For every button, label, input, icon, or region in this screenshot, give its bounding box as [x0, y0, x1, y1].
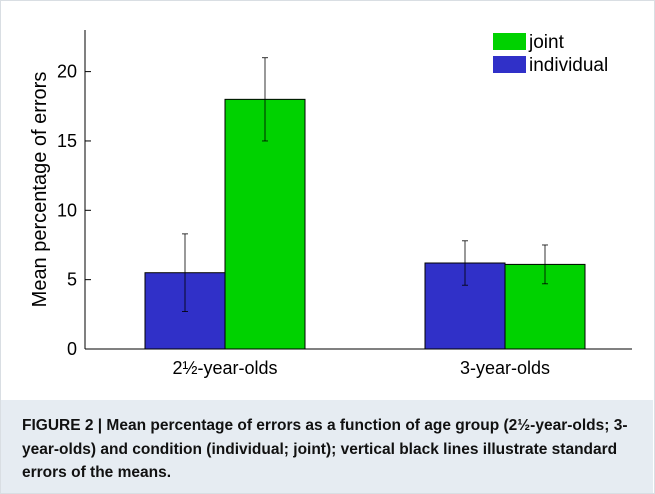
- y-tick-label: 10: [57, 200, 77, 220]
- caption-band: [1, 400, 653, 493]
- bar-joint-0: [224, 98, 306, 350]
- legend-swatch-joint: [493, 33, 526, 50]
- y-tick-label: 5: [67, 270, 77, 290]
- x-tick-label: 3-year-olds: [460, 358, 550, 378]
- error-bars: [182, 57, 548, 312]
- legend-label-joint: joint: [528, 32, 565, 53]
- y-tick-label: 15: [57, 131, 77, 151]
- legend-label-individual: individual: [529, 55, 608, 76]
- bars: [144, 98, 586, 350]
- y-tick-label: 20: [57, 62, 77, 82]
- x-tick-label: 2½-year-olds: [172, 358, 277, 378]
- legend-swatch-individual: [493, 56, 526, 73]
- bar-chart: 0 5 10 15 20 Mean percentage of errors 2½-year…: [29, 30, 632, 378]
- tick-labels: 0 5 10 15 20 Mean percentage of errors 2½-year…: [29, 62, 550, 378]
- figure-caption: FIGURE 2 | Mean percentage of errors as …: [22, 417, 628, 481]
- y-axis-title: Mean percentage of errors: [29, 72, 51, 308]
- y-tick-label: 0: [67, 339, 77, 359]
